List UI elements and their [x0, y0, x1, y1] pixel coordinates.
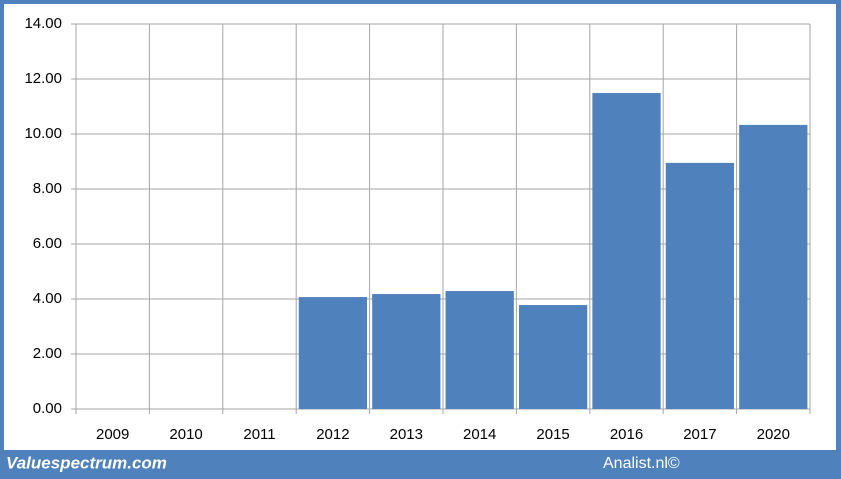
bar: [298, 297, 368, 409]
bar: [665, 162, 735, 409]
y-tick-label: 14.00: [24, 15, 62, 32]
bar: [518, 305, 588, 409]
x-tick-label: 2010: [169, 426, 202, 443]
x-tick-label: 2017: [683, 426, 716, 443]
x-tick-label: 2014: [463, 426, 496, 443]
x-tick-label: 2013: [390, 426, 423, 443]
bar: [372, 294, 441, 409]
y-tick-label: 6.00: [33, 235, 62, 252]
y-tick-label: 12.00: [24, 70, 62, 87]
x-tick-label: 2020: [757, 426, 790, 443]
y-tick-label: 2.00: [33, 345, 62, 362]
x-tick-label: 2011: [243, 426, 275, 443]
y-tick-label: 4.00: [33, 290, 62, 307]
watermark-left: Valuespectrum.com: [6, 453, 167, 472]
x-tick-label: 2015: [536, 426, 569, 443]
x-tick-label: 2012: [316, 426, 349, 443]
bar: [445, 291, 514, 409]
y-tick-label: 8.00: [33, 180, 62, 197]
watermark-right: Analist.nl©: [603, 455, 680, 472]
y-tick-label: 10.00: [24, 125, 62, 142]
bar: [592, 93, 661, 410]
x-tick-label: 2016: [610, 426, 643, 443]
y-tick-label: 0.00: [33, 400, 62, 417]
x-tick-label: 2009: [96, 426, 129, 443]
bar: [739, 124, 808, 410]
